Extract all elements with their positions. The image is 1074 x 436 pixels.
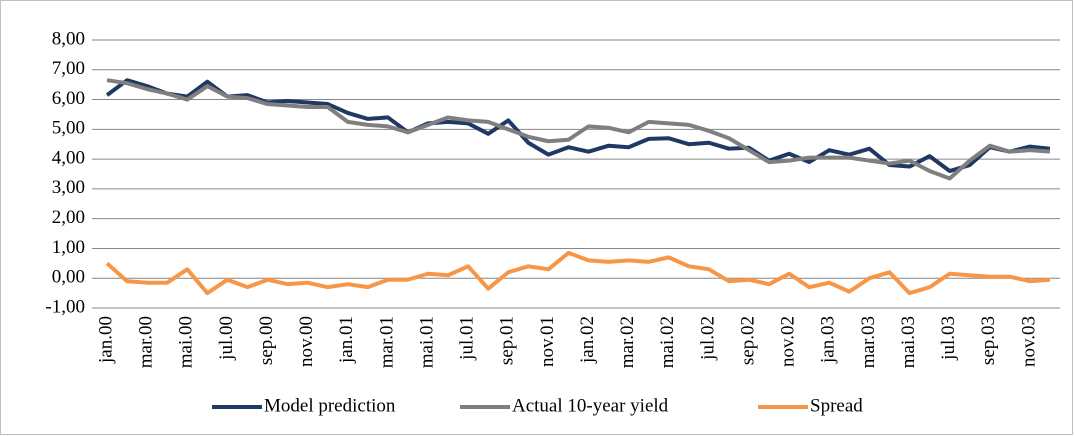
y-tick-label: 7,00 [52,58,85,79]
x-tick-label: jul.03 [938,316,959,361]
x-tick-label: mar.01 [376,316,397,368]
y-tick-label: 8,00 [52,28,85,49]
y-tick-label: 6,00 [52,88,85,109]
legend-label: Actual 10-year yield [512,395,669,416]
x-tick-label: sep.02 [737,316,758,365]
series-line [106,78,1051,181]
x-tick-label: jan.03 [818,316,839,364]
y-tick-label: 3,00 [52,177,85,198]
y-tick-label: 5,00 [52,118,85,139]
x-tick-label: jul.02 [697,316,718,361]
x-tick-label: jan.02 [577,316,598,364]
legend-label: Model prediction [264,395,396,416]
x-tick-label: jul.01 [457,316,478,361]
x-tick-label: mar.03 [858,316,879,368]
legend-label: Spread [810,395,863,416]
x-tick-label: jul.00 [216,316,237,361]
x-tick-label: mai.01 [416,316,437,368]
y-tick-label: 2,00 [52,207,85,228]
x-tick-label: mai.00 [176,316,197,368]
series-line [105,250,1051,296]
x-tick-label: nov.03 [1018,316,1039,367]
x-tick-label: nov.00 [296,316,317,367]
x-tick-label: mar.02 [617,316,638,368]
x-tick-label: mar.00 [136,316,157,368]
x-tick-label: nov.02 [778,316,799,367]
x-tick-label: mai.02 [657,316,678,368]
x-tick-label: jan.00 [95,316,116,364]
y-tick-label: 1,00 [52,237,85,258]
x-tick-label: sep.01 [497,316,518,365]
x-tick-label: jan.01 [336,316,357,364]
x-tick-label: sep.03 [978,316,999,365]
y-tick-label: 0,00 [52,267,85,288]
y-tick-label: 4,00 [52,147,85,168]
x-tick-label: sep.00 [256,316,277,365]
y-tick-label: -1,00 [45,296,85,317]
x-tick-label: nov.01 [537,316,558,367]
x-tick-label: mai.03 [898,316,919,368]
